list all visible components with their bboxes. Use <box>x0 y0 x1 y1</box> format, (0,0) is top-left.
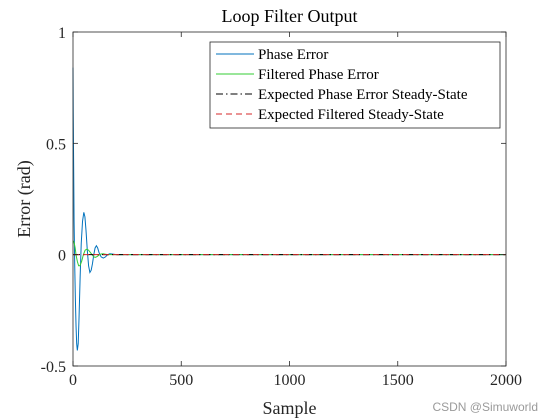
chart-title: Loop Filter Output <box>222 6 358 26</box>
x-tick-label: 2000 <box>490 372 522 389</box>
legend-label-2: Filtered Phase Error <box>258 67 379 83</box>
legend-label-3: Expected Phase Error Steady-State <box>258 87 468 103</box>
x-tick-label: 1500 <box>382 372 414 389</box>
legend-label-1: Phase Error <box>258 47 328 63</box>
x-axis-label: Sample <box>263 398 317 418</box>
y-tick-label: 1 <box>58 25 66 42</box>
x-tick-label: 500 <box>169 372 193 389</box>
y-tick-label: 0 <box>58 248 66 265</box>
x-tick-label: 1000 <box>274 372 306 389</box>
x-tick-label: 0 <box>69 372 77 389</box>
legend-box <box>209 41 501 129</box>
legend-label-4: Expected Filtered Steady-State <box>258 107 444 123</box>
watermark: CSDN @Simuworld <box>432 400 538 414</box>
y-tick-label: -0.5 <box>41 359 66 376</box>
y-axis-label: Error (rad) <box>14 160 35 237</box>
y-tick-label: 0.5 <box>46 136 66 153</box>
